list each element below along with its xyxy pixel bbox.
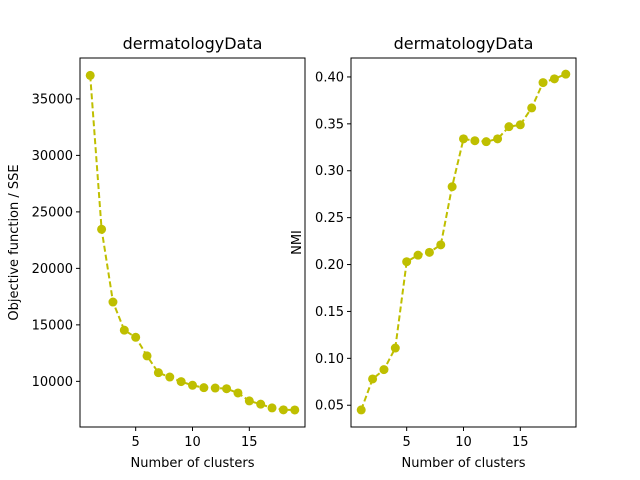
data-point <box>85 70 95 80</box>
x-tick-label: 10 <box>184 435 201 450</box>
data-point <box>447 182 457 192</box>
data-point <box>515 120 525 130</box>
data-point <box>424 247 434 257</box>
x-tick-label: 10 <box>455 435 472 450</box>
data-point <box>481 137 491 147</box>
y-tick-label: 0.35 <box>315 117 344 132</box>
plot-area-frame <box>79 57 306 428</box>
data-point <box>153 368 163 378</box>
data-point <box>142 351 152 361</box>
data-point <box>267 403 277 413</box>
data-point <box>504 122 514 132</box>
y-tick-label: 0.30 <box>315 164 344 179</box>
y-tick-label: 0.15 <box>315 305 344 320</box>
x-tick-label: 15 <box>241 435 258 450</box>
y-tick-label: 15000 <box>32 318 73 333</box>
y-tick-label: 30000 <box>32 149 73 164</box>
data-point <box>413 250 423 260</box>
data-point <box>527 103 537 113</box>
data-point <box>379 365 389 375</box>
data-point <box>549 74 559 84</box>
data-point <box>436 240 446 250</box>
data-point <box>165 372 175 382</box>
data-point <box>278 405 288 415</box>
x-tick-label: 15 <box>512 435 529 450</box>
chart-title: dermatologyData <box>123 34 263 53</box>
y-tick-label: 0.20 <box>315 258 344 273</box>
data-point <box>356 405 366 415</box>
data-point <box>459 134 468 144</box>
data-point <box>493 134 503 144</box>
y-tick-label: 0.40 <box>315 70 344 85</box>
data-point <box>244 396 254 406</box>
y-tick-label: 0.10 <box>315 352 344 367</box>
x-axis-label: Number of clusters <box>401 456 525 471</box>
series-line <box>89 75 295 411</box>
data-point <box>210 383 220 393</box>
series-line <box>360 73 567 411</box>
x-tick-label: 5 <box>132 435 140 450</box>
data-point <box>188 380 197 390</box>
data-point <box>119 325 129 335</box>
y-axis-label: NMI <box>290 230 305 255</box>
data-point <box>233 388 243 398</box>
y-tick-label: 25000 <box>32 205 73 220</box>
data-point <box>470 136 480 146</box>
y-tick-label: 20000 <box>32 262 73 277</box>
data-point <box>256 399 266 409</box>
y-tick-label: 0.25 <box>315 211 344 226</box>
data-point <box>199 383 209 393</box>
data-point <box>402 257 412 267</box>
y-tick-label: 0.05 <box>315 399 344 414</box>
y-tick-label: 35000 <box>32 92 73 107</box>
data-point <box>390 343 400 353</box>
data-point <box>131 332 141 342</box>
data-point <box>368 374 378 384</box>
sse-chart-panel: dermatologyData Number of clusters Objecti… <box>7 34 306 471</box>
y-tick-label: 10000 <box>32 375 73 390</box>
data-point <box>222 384 232 394</box>
data-point <box>561 69 571 79</box>
x-axis-label: Number of clusters <box>130 456 254 471</box>
x-tick-label: 5 <box>403 435 411 450</box>
y-axis-label: Objective function / SSE <box>7 164 22 320</box>
nmi-chart-panel: dermatologyData Number of clusters NMI 5 10 1… <box>290 34 577 471</box>
data-point <box>97 224 107 234</box>
data-point <box>108 297 118 307</box>
data-point <box>176 377 186 387</box>
data-point <box>290 405 300 415</box>
chart-title: dermatologyData <box>394 34 534 53</box>
data-point <box>538 78 548 88</box>
